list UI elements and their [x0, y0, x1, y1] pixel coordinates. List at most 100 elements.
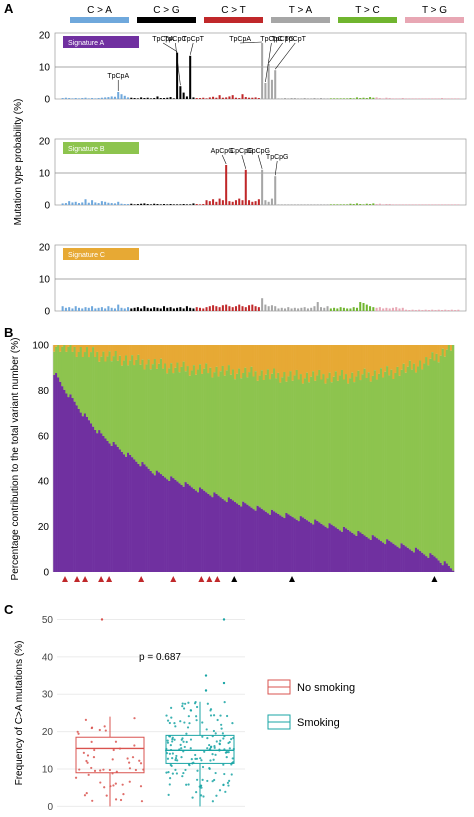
data-point — [166, 757, 170, 760]
signature-a-segment — [225, 502, 229, 572]
signature-a-segment — [75, 405, 78, 572]
signature-b-segment — [338, 375, 342, 531]
sample-stack — [81, 345, 85, 572]
signature-b-segment — [161, 368, 165, 476]
mutation-bar — [444, 309, 447, 311]
signature-b-segment — [429, 358, 432, 554]
signature-a-segment — [57, 377, 60, 572]
signature-b-segment — [291, 380, 294, 518]
mutation-bar — [149, 308, 152, 311]
signature-a-segment — [147, 468, 150, 572]
signature-a-segment — [53, 374, 56, 572]
signature-c-segment — [414, 345, 418, 373]
panel-c-legend: No smoking Smoking — [267, 679, 355, 730]
mutation-bar — [261, 169, 264, 205]
data-point — [128, 761, 131, 764]
annotation-label: TpCpA — [229, 36, 251, 43]
data-point — [222, 763, 225, 766]
mutation-bar — [130, 97, 133, 99]
data-point — [181, 705, 184, 708]
mutation-bar — [71, 98, 74, 99]
sample-stack — [291, 345, 294, 572]
mutation-bar — [300, 307, 303, 311]
mutation-bar — [437, 204, 440, 205]
sample-stack — [90, 345, 93, 572]
mutation-bar — [326, 98, 329, 99]
mutation-bar — [234, 306, 237, 311]
signature-b-segment — [406, 366, 410, 548]
category-bar — [70, 17, 129, 23]
data-point — [226, 781, 230, 785]
signature-b-segment — [433, 360, 436, 557]
sample-stack — [301, 345, 305, 572]
data-point — [186, 726, 190, 729]
sample-stack — [199, 345, 202, 572]
sample-stack — [102, 345, 105, 572]
mutation-bar — [352, 98, 355, 99]
signature-c-segment — [219, 345, 222, 372]
signature-a-segment — [106, 440, 109, 572]
mutation-bar — [231, 307, 234, 311]
sample-stack — [188, 345, 192, 572]
sample-stack — [367, 345, 370, 572]
signature-b-segment — [213, 372, 216, 493]
signature-a-segment — [223, 500, 227, 572]
data-point — [165, 771, 168, 774]
data-point — [187, 763, 191, 766]
signature-a-segment — [382, 542, 385, 572]
mutation-bar — [231, 95, 234, 99]
mutation-bar — [287, 307, 290, 311]
sample-stack — [157, 345, 161, 572]
mutation-bar — [284, 98, 287, 99]
signature-b-segment — [75, 356, 78, 406]
outlier-point — [204, 689, 208, 692]
sample-stack — [334, 345, 338, 572]
data-point — [231, 757, 234, 760]
signature-c-segment — [254, 345, 257, 372]
sample-stack — [437, 345, 440, 572]
signature-b-segment — [310, 376, 313, 524]
data-point — [195, 715, 198, 718]
mutation-bar — [310, 307, 313, 311]
mutation-bar — [378, 203, 381, 205]
signature-c-segment — [264, 345, 268, 375]
signature-a-segment — [157, 472, 161, 572]
mutation-bar — [444, 204, 447, 205]
signature-a-segment — [435, 558, 438, 572]
sample-stack — [250, 345, 253, 572]
signature-c-segment — [172, 345, 175, 374]
annotation-arrow — [274, 160, 278, 176]
data-point — [223, 734, 226, 738]
mutation-bar — [323, 98, 326, 99]
data-point — [115, 770, 118, 773]
signature-a-segment — [379, 541, 383, 572]
sample-stack — [421, 345, 424, 572]
signature-c-segment — [108, 345, 111, 352]
signature-a-segment — [416, 549, 420, 572]
data-point — [222, 737, 225, 740]
sample-stack — [394, 345, 397, 572]
y-tick-label: 40 — [38, 477, 50, 488]
red-marker-triangle — [170, 576, 177, 582]
data-point — [200, 786, 203, 789]
mutation-bar — [117, 201, 120, 205]
mutation-bar — [326, 306, 329, 311]
signature-b-segment — [375, 379, 379, 539]
mutation-bar — [133, 204, 136, 205]
signature-a-segment — [301, 517, 305, 572]
signature-b-segment — [139, 364, 142, 467]
mutation-bar — [238, 198, 241, 205]
data-point — [227, 751, 230, 754]
red-marker-triangle — [74, 576, 81, 582]
signature-b-segment — [196, 369, 200, 493]
signature-b-segment — [260, 370, 264, 509]
signature-b-segment — [379, 368, 383, 542]
signature-a-segment — [153, 475, 157, 572]
annotation-arrow — [240, 41, 263, 44]
mutation-bar — [349, 98, 352, 99]
sample-stack — [238, 345, 241, 572]
signature-c-segment — [231, 345, 235, 370]
mutation-bar — [74, 306, 77, 311]
mutation-bar — [153, 307, 156, 311]
